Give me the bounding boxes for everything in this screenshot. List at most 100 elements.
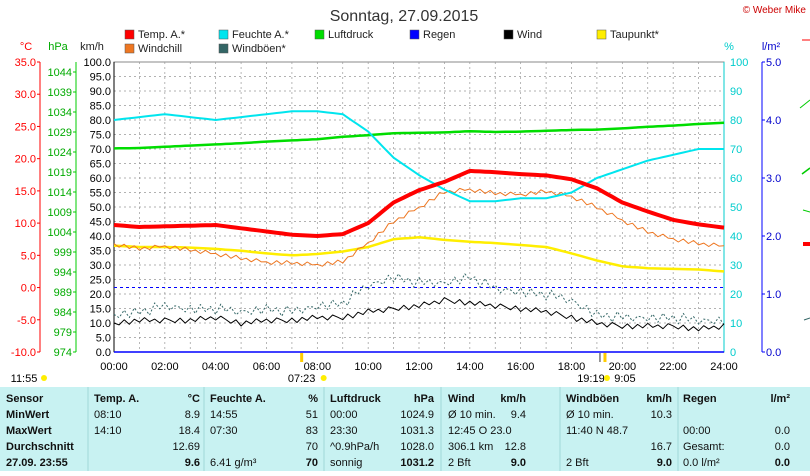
stats-cell: Windböen (566, 393, 619, 405)
press-tick-label: 1014 (48, 187, 72, 199)
series-line-press (113, 121, 725, 150)
time-tick-label: 06:00 (253, 361, 281, 373)
legend-label-gust: Windböen* (232, 43, 287, 55)
stats-cell: Temp. A. (94, 393, 139, 405)
rain-unit: l/m² (762, 41, 781, 53)
legend-label-windchill: Windchill (138, 43, 182, 55)
hum-tick-label: 60 (730, 173, 742, 185)
wind-tick-label: 95.0 (90, 72, 111, 84)
wind-tick-label: 80.0 (90, 115, 111, 127)
stats-cell: Wind (448, 393, 475, 405)
legend-label-press: Luftdruck (328, 29, 374, 41)
temp-tick-label: 30.0 (15, 89, 36, 101)
stats-cell: 2 Bft (566, 457, 589, 469)
wind-unit: km/h (80, 41, 104, 53)
chart-title: Sonntag, 27.09.2015 (330, 8, 479, 25)
stats-cell: 1028.0 (400, 441, 434, 453)
edge-mark (802, 209, 810, 213)
legend-label-hum: Feuchte A.* (232, 29, 290, 41)
copyright-text: © Weber Mike (743, 5, 807, 16)
stats-cell: Gesamt: (683, 441, 725, 453)
stats-cell: 9.0 (511, 457, 526, 469)
stats-cell: 07:30 (210, 425, 238, 437)
stats-background (0, 387, 810, 471)
stats-cell: 2 Bft (448, 457, 471, 469)
hum-tick-label: 70 (730, 144, 742, 156)
wind-tick-label: 55.0 (90, 188, 111, 200)
legend-swatch-temp (124, 29, 135, 40)
stats-cell: 8.9 (185, 409, 200, 421)
hum-unit: % (724, 41, 734, 53)
hum-tick-label: 20 (730, 289, 742, 301)
time-tick-label: 22:00 (659, 361, 687, 373)
stats-cell: Ø 10 min. (566, 409, 614, 421)
press-tick-label: 989 (54, 287, 72, 299)
temp-tick-label: 5.0 (21, 250, 36, 262)
legend-label-rain: Regen (423, 29, 455, 41)
wind-tick-label: 75.0 (90, 130, 111, 142)
hum-tick-label: 10 (730, 318, 742, 330)
legend-swatch-hum (218, 29, 229, 40)
press-tick-label: 1009 (48, 207, 72, 219)
stats-cell: 9.4 (511, 409, 526, 421)
hum-tick-label: 80 (730, 115, 742, 127)
wind-tick-label: 85.0 (90, 101, 111, 113)
wind-tick-label: 5.0 (96, 333, 111, 345)
press-tick-label: 1029 (48, 127, 72, 139)
sunset-dot (603, 375, 610, 381)
edge-mark (801, 167, 810, 175)
hum-tick-label: 50 (730, 202, 742, 214)
time-tick-label: 16:00 (507, 361, 535, 373)
stats-cell: MaxWert (6, 425, 52, 437)
stats-cell: Sensor (6, 393, 44, 405)
time-tick-label: 12:00 (405, 361, 433, 373)
stats-cell: 6.41 g/m³ (210, 457, 257, 469)
daylength-label: 9:05 (614, 373, 635, 385)
press-tick-label: 1044 (48, 67, 72, 79)
axes: 35.0 30.0 25.0 20.0 15.0 10.0 5.0 0.0 -5.0 -10.0 1… (11, 57, 781, 373)
stats-cell: 12.8 (505, 441, 526, 453)
stats-cell: °C (188, 393, 200, 405)
press-unit: hPa (48, 41, 68, 53)
stats-cell: 23:30 (330, 425, 358, 437)
wind-tick-label: 100.0 (83, 57, 111, 69)
legend-label-wind: Wind (517, 29, 542, 41)
wind-tick-label: 40.0 (90, 231, 111, 243)
stats-cell: 00:00 (330, 409, 358, 421)
stats-cell: km/h (646, 393, 672, 405)
temp-tick-label: -5.0 (17, 315, 36, 327)
stats-cell: 70 (306, 441, 318, 453)
temp-tick-label: 35.0 (15, 57, 36, 69)
wind-tick-label: 35.0 (90, 246, 111, 258)
stats-cell: 18.4 (179, 425, 200, 437)
time-tick-label: 18:00 (558, 361, 586, 373)
press-tick-label: 1019 (48, 167, 72, 179)
legend-label-temp: Temp. A.* (138, 29, 186, 41)
stats-cell: 1024.9 (400, 409, 434, 421)
temp-tick-label: 0.0 (21, 283, 36, 295)
stats-table: Sensor Temp. A. °C Feuchte A.% Luftdruck hPa W… (0, 387, 810, 471)
legend-label-dew: Taupunkt* (610, 29, 660, 41)
legend-swatch-gust (218, 43, 229, 54)
press-tick-label: 974 (54, 347, 72, 359)
temp-tick-label: 20.0 (15, 154, 36, 166)
hum-tick-label: 0 (730, 347, 736, 359)
rain-tick-label: 1.0 (766, 289, 781, 301)
stats-cell: 11:40 N 48.7 (566, 425, 628, 437)
wind-tick-label: 45.0 (90, 217, 111, 229)
stats-cell: MinWert (6, 409, 50, 421)
series-line-windchill (113, 187, 725, 267)
stats-cell: 27.09. 23:55 (6, 457, 68, 469)
wind-tick-label: 15.0 (90, 304, 111, 316)
stats-cell: 10.3 (651, 409, 672, 421)
legend-swatch-rain (409, 29, 420, 40)
press-tick-label: 999 (54, 247, 72, 259)
stats-cell: 0.0 (775, 441, 790, 453)
stats-cell: 14:10 (94, 425, 122, 437)
series-line-wind (113, 297, 725, 332)
wind-tick-label: 90.0 (90, 86, 111, 98)
temp-unit: °C (20, 41, 32, 53)
time-tick-label: 20:00 (609, 361, 637, 373)
legend-swatch-wind (503, 29, 514, 40)
stats-cell: 83 (306, 425, 318, 437)
